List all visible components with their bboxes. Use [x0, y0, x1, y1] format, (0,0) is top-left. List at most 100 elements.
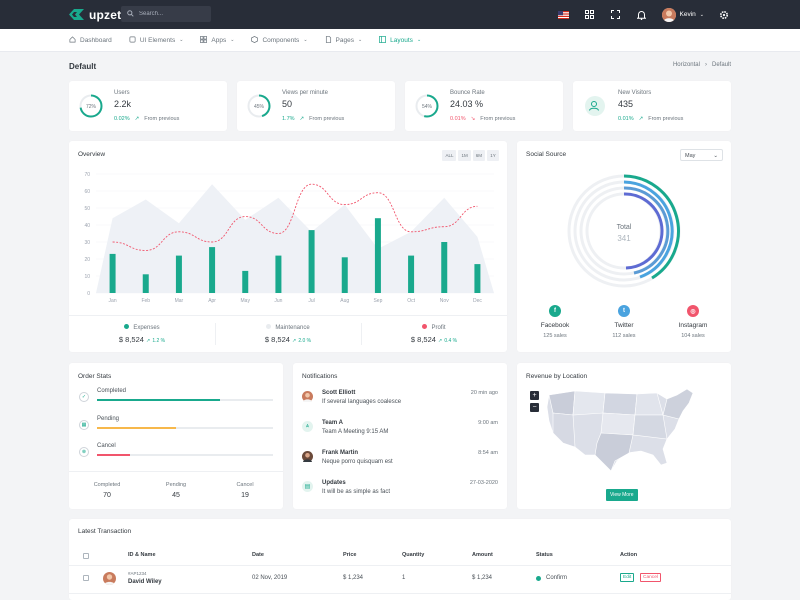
- facebook-icon: f: [549, 305, 561, 317]
- divider: [69, 471, 283, 472]
- y-tick-label: 70: [84, 172, 90, 178]
- x-tick-label: Dec: [473, 298, 482, 304]
- social-source-card: Social Source May ⌄ Total 341 f Facebook …: [517, 141, 731, 352]
- social-sales: 104 sales: [681, 333, 705, 339]
- view-more-button[interactable]: View More: [606, 489, 638, 501]
- app-name: upzet: [89, 7, 122, 22]
- logo[interactable]: upzet: [69, 8, 121, 22]
- footer-stat-value: $ 8,524: [118, 335, 144, 344]
- social-instagram[interactable]: ◎ Instagram 104 sales: [663, 305, 723, 339]
- zoom-in-button[interactable]: +: [530, 391, 539, 400]
- zoom-out-button[interactable]: −: [530, 403, 539, 412]
- x-tick-label: Sep: [373, 298, 382, 304]
- nav-item-apps[interactable]: Apps ⌄: [200, 35, 235, 45]
- summary-label: Pending: [165, 482, 187, 488]
- file-icon: [325, 35, 332, 45]
- bell-icon[interactable]: [636, 9, 648, 21]
- chevron-down-icon: ⌄: [230, 37, 235, 43]
- social-name: Facebook: [540, 322, 570, 329]
- chevron-down-icon: ⌄: [713, 153, 718, 159]
- search-input[interactable]: [139, 11, 209, 17]
- stat-label: Bounce Rate: [450, 90, 485, 96]
- breadcrumb-item[interactable]: Horizontal: [672, 62, 700, 68]
- progress-fill: [97, 399, 221, 401]
- breadcrumb-separator-icon: ›: [704, 62, 707, 68]
- nav-item-ui-elements[interactable]: UI Elements ⌄: [129, 36, 184, 45]
- y-tick-label: 20: [84, 257, 90, 263]
- search-box[interactable]: [121, 6, 211, 22]
- order-row-label: Cancel: [97, 443, 116, 449]
- social-title: Social Source: [526, 151, 567, 158]
- y-tick-label: 40: [84, 223, 90, 229]
- period-select[interactable]: May ⌄: [680, 149, 723, 161]
- calendar-icon: ▤: [302, 481, 313, 492]
- stat-label: New Visitors: [618, 90, 652, 96]
- range-6m-button[interactable]: 6M: [472, 150, 485, 161]
- avatar: [302, 391, 313, 402]
- arrow-up-icon: ↗: [638, 116, 644, 122]
- dashed-line-series: [112, 183, 478, 251]
- stat-label: Views per minute: [282, 90, 328, 96]
- divider: [69, 593, 731, 594]
- notification-text: If several languages coalesce: [322, 399, 402, 405]
- stat-value: 2.2k: [114, 99, 132, 109]
- gear-icon[interactable]: [718, 9, 730, 21]
- search-icon: [127, 9, 134, 19]
- page-title: Default: [69, 62, 97, 71]
- fullscreen-icon[interactable]: [610, 9, 622, 21]
- chevron-down-icon: ⌄: [179, 37, 184, 43]
- top-icons: Kevin ⌄: [558, 0, 730, 29]
- nav-item-components[interactable]: Components ⌄: [251, 35, 308, 45]
- notification-name: Team A: [322, 420, 344, 426]
- bar: [408, 255, 415, 293]
- y-tick-label: 10: [84, 274, 90, 280]
- top-bar: upzet Kevin ⌄: [0, 0, 800, 29]
- x-tick-label: Mar: [175, 298, 184, 304]
- row-checkbox[interactable]: [83, 575, 89, 581]
- notification-time: 8:54 am: [478, 450, 498, 456]
- transaction-price: $ 1,234: [343, 575, 364, 581]
- ring-label: 54%: [422, 104, 433, 110]
- arrow-down-icon: ↘: [470, 116, 476, 122]
- page-header: Default Horizontal › Default: [69, 62, 731, 71]
- status-dot-icon: [536, 576, 541, 581]
- social-facebook[interactable]: f Facebook 125 sales: [525, 305, 585, 339]
- column-header: Quantity: [402, 552, 425, 558]
- nav-label: UI Elements: [139, 36, 176, 44]
- overview-chart: 0 10 20 30 40 50 60 70 Jan Feb Mar Apr May Jun Jul Aug S…: [84, 172, 494, 304]
- user-menu[interactable]: Kevin ⌄: [661, 7, 704, 22]
- transactions-title: Latest Transaction: [78, 528, 132, 535]
- user-name: Kevin: [679, 11, 696, 18]
- stat-change: 0.01%: [450, 116, 466, 122]
- arrow-up-icon: ↗: [438, 338, 443, 344]
- order-stats-title: Order Stats: [78, 373, 112, 380]
- bar: [142, 274, 149, 293]
- nav-item-dashboard[interactable]: Dashboard: [69, 35, 112, 45]
- bar: [341, 257, 348, 293]
- social-twitter[interactable]: t Twitter 112 sales: [594, 305, 654, 339]
- us-flag-icon[interactable]: [558, 9, 570, 21]
- y-tick-label: 0: [87, 291, 90, 297]
- nav-item-layouts[interactable]: Layouts ⌄: [379, 35, 421, 45]
- range-1y-button[interactable]: 1Y: [487, 150, 499, 161]
- edit-button[interactable]: Edit: [620, 573, 635, 582]
- bar: [209, 247, 216, 293]
- nav-item-pages[interactable]: Pages ⌄: [325, 35, 362, 45]
- revenue-location-card: Revenue by Location + − View More: [517, 363, 731, 509]
- bar: [474, 264, 481, 293]
- cancel-button[interactable]: Cancel: [640, 573, 661, 582]
- apps-grid-icon[interactable]: [584, 9, 596, 21]
- avatar: [103, 572, 116, 585]
- notification-text: Team A Meeting 9:15 AM: [322, 429, 389, 435]
- transaction-name: David Wiley: [128, 579, 162, 585]
- stat-change: 1.7%: [282, 116, 295, 122]
- range-all-button[interactable]: ALL: [442, 150, 457, 161]
- notification-time: 27-03-2020: [469, 480, 498, 486]
- progress-track: [97, 399, 273, 401]
- range-1m-button[interactable]: 1M: [458, 150, 471, 161]
- y-tick-label: 60: [84, 189, 90, 195]
- select-all-checkbox[interactable]: [83, 553, 89, 559]
- stat-note: From previous: [480, 116, 516, 122]
- bar: [175, 255, 182, 293]
- summary-label: Cancel: [236, 482, 254, 488]
